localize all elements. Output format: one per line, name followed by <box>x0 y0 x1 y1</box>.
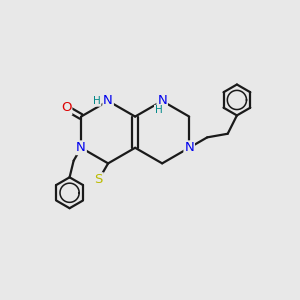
Text: N: N <box>184 141 194 154</box>
Text: N: N <box>157 94 167 107</box>
Text: H: H <box>155 106 163 116</box>
Text: O: O <box>61 101 71 115</box>
Text: H: H <box>93 96 101 106</box>
Text: N: N <box>103 94 113 107</box>
Text: S: S <box>94 173 103 186</box>
Text: N: N <box>76 141 86 154</box>
